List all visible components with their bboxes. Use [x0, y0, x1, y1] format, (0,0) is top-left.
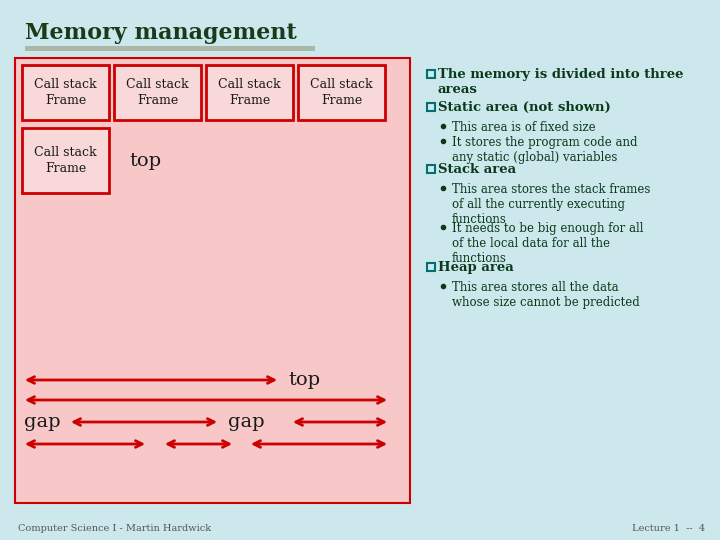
- Text: The memory is divided into three
areas: The memory is divided into three areas: [438, 68, 683, 96]
- Bar: [298, 65, 385, 120]
- Bar: [427, 263, 435, 271]
- Text: gap: gap: [24, 413, 60, 431]
- Text: top: top: [288, 371, 320, 389]
- Text: Call stack
Frame: Call stack Frame: [34, 78, 96, 106]
- Bar: [427, 70, 435, 78]
- Text: This area stores the stack frames
of all the currently executing
functions: This area stores the stack frames of all…: [452, 183, 650, 226]
- Bar: [206, 65, 293, 120]
- Text: Stack area: Stack area: [438, 163, 516, 176]
- Text: Static area (not shown): Static area (not shown): [438, 101, 611, 114]
- Text: Call stack
Frame: Call stack Frame: [126, 78, 189, 106]
- Bar: [427, 103, 435, 111]
- Text: It stores the program code and
any static (global) variables: It stores the program code and any stati…: [452, 136, 637, 164]
- Text: Lecture 1  --  4: Lecture 1 -- 4: [632, 524, 705, 533]
- Text: This area stores all the data
whose size cannot be predicted: This area stores all the data whose size…: [452, 281, 640, 309]
- Text: top: top: [129, 152, 161, 170]
- Text: This area is of fixed size: This area is of fixed size: [452, 121, 595, 134]
- Text: Call stack
Frame: Call stack Frame: [34, 146, 96, 174]
- Bar: [22, 128, 109, 193]
- Text: gap: gap: [228, 413, 265, 431]
- Bar: [114, 65, 201, 120]
- Bar: [427, 165, 435, 173]
- Text: It needs to be big enough for all
of the local data for all the
functions: It needs to be big enough for all of the…: [452, 222, 644, 265]
- Text: Call stack
Frame: Call stack Frame: [218, 78, 281, 106]
- Text: Heap area: Heap area: [438, 261, 514, 274]
- Text: Call stack
Frame: Call stack Frame: [310, 78, 373, 106]
- Text: Computer Science I - Martin Hardwick: Computer Science I - Martin Hardwick: [18, 524, 211, 533]
- Text: Memory management: Memory management: [25, 22, 297, 44]
- Bar: [22, 65, 109, 120]
- Bar: [25, 46, 315, 51]
- Bar: [15, 58, 410, 503]
